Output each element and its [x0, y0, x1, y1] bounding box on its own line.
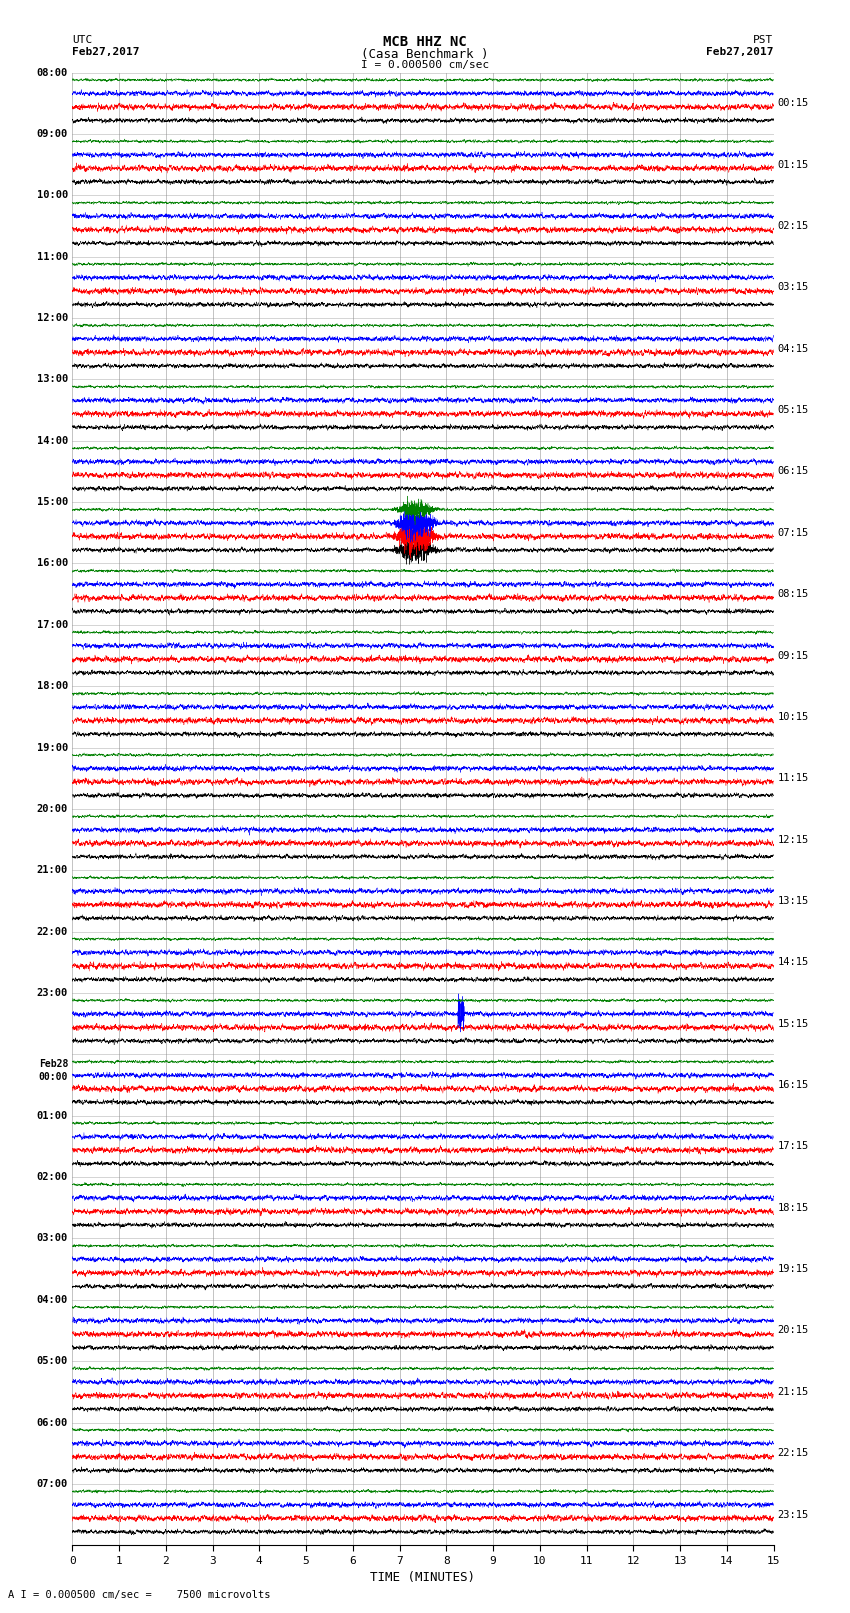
Text: 04:00: 04:00	[37, 1295, 68, 1305]
Text: 13:15: 13:15	[778, 895, 809, 907]
Text: 13:00: 13:00	[37, 374, 68, 384]
Text: 16:00: 16:00	[37, 558, 68, 568]
Text: Feb27,2017: Feb27,2017	[72, 47, 139, 56]
Text: 03:15: 03:15	[778, 282, 809, 292]
Text: A I = 0.000500 cm/sec =    7500 microvolts: A I = 0.000500 cm/sec = 7500 microvolts	[8, 1590, 271, 1600]
Text: UTC: UTC	[72, 35, 93, 45]
Text: 21:00: 21:00	[37, 865, 68, 876]
Text: 19:00: 19:00	[37, 742, 68, 753]
Text: 11:00: 11:00	[37, 252, 68, 261]
Text: 02:00: 02:00	[37, 1173, 68, 1182]
Text: 05:15: 05:15	[778, 405, 809, 415]
Text: 16:15: 16:15	[778, 1081, 809, 1090]
Text: 09:15: 09:15	[778, 650, 809, 660]
Text: 12:00: 12:00	[37, 313, 68, 323]
Text: Feb28: Feb28	[38, 1060, 68, 1069]
Text: 06:15: 06:15	[778, 466, 809, 476]
Text: 23:00: 23:00	[37, 989, 68, 998]
Text: 07:15: 07:15	[778, 527, 809, 537]
Text: 05:00: 05:00	[37, 1357, 68, 1366]
Text: 15:00: 15:00	[37, 497, 68, 506]
Text: 20:15: 20:15	[778, 1326, 809, 1336]
Text: 18:00: 18:00	[37, 681, 68, 692]
Text: (Casa Benchmark ): (Casa Benchmark )	[361, 48, 489, 61]
Text: 02:15: 02:15	[778, 221, 809, 231]
X-axis label: TIME (MINUTES): TIME (MINUTES)	[371, 1571, 475, 1584]
Text: 01:00: 01:00	[37, 1111, 68, 1121]
Text: 11:15: 11:15	[778, 773, 809, 784]
Text: 00:00: 00:00	[38, 1073, 68, 1082]
Text: 00:15: 00:15	[778, 98, 809, 108]
Text: 09:00: 09:00	[37, 129, 68, 139]
Text: 01:15: 01:15	[778, 160, 809, 169]
Text: 10:00: 10:00	[37, 190, 68, 200]
Text: 21:15: 21:15	[778, 1387, 809, 1397]
Text: 22:00: 22:00	[37, 926, 68, 937]
Text: 20:00: 20:00	[37, 803, 68, 815]
Text: 06:00: 06:00	[37, 1418, 68, 1428]
Text: PST: PST	[753, 35, 774, 45]
Text: 23:15: 23:15	[778, 1510, 809, 1519]
Text: 14:15: 14:15	[778, 958, 809, 968]
Text: Feb27,2017: Feb27,2017	[706, 47, 774, 56]
Text: 12:15: 12:15	[778, 834, 809, 845]
Text: I = 0.000500 cm/sec: I = 0.000500 cm/sec	[361, 60, 489, 69]
Text: 17:00: 17:00	[37, 619, 68, 629]
Text: 04:15: 04:15	[778, 344, 809, 353]
Text: 14:00: 14:00	[37, 436, 68, 445]
Text: 07:00: 07:00	[37, 1479, 68, 1489]
Text: 10:15: 10:15	[778, 711, 809, 723]
Text: 18:15: 18:15	[778, 1203, 809, 1213]
Text: 15:15: 15:15	[778, 1019, 809, 1029]
Text: MCB HHZ NC: MCB HHZ NC	[383, 35, 467, 50]
Text: 08:00: 08:00	[37, 68, 68, 77]
Text: 03:00: 03:00	[37, 1234, 68, 1244]
Text: 08:15: 08:15	[778, 589, 809, 598]
Text: 17:15: 17:15	[778, 1142, 809, 1152]
Text: 22:15: 22:15	[778, 1448, 809, 1458]
Text: 19:15: 19:15	[778, 1265, 809, 1274]
